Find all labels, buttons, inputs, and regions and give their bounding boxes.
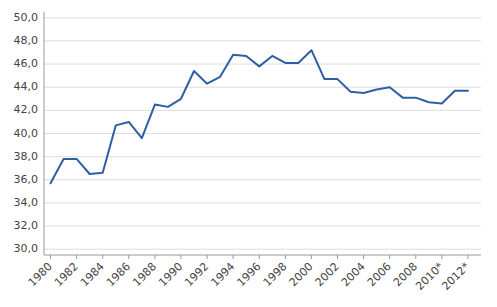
x-tick bbox=[441, 255, 442, 259]
y-tick-label: 42,0 bbox=[14, 103, 39, 116]
x-tick-label: 2004 bbox=[339, 260, 368, 289]
x-tick bbox=[467, 255, 468, 259]
x-tick bbox=[285, 255, 286, 259]
y-tick-label: 34,0 bbox=[14, 196, 39, 209]
x-tick-label: 2012* bbox=[439, 260, 472, 293]
x-tick bbox=[389, 255, 390, 259]
x-tick bbox=[233, 255, 234, 259]
x-tick bbox=[76, 255, 77, 259]
x-tick-label: 1992 bbox=[182, 260, 211, 289]
y-grid-line bbox=[44, 133, 481, 134]
x-tick bbox=[337, 255, 338, 259]
x-tick-label: 1980 bbox=[26, 260, 55, 289]
y-grid-line bbox=[44, 17, 481, 18]
y-tick-label: 46,0 bbox=[14, 57, 39, 70]
x-tick-label: 2010* bbox=[413, 260, 446, 293]
x-tick-label: 1996 bbox=[234, 260, 263, 289]
y-grid-line bbox=[44, 87, 481, 88]
data-line bbox=[51, 50, 468, 183]
x-tick bbox=[259, 255, 260, 259]
y-tick-label: 36,0 bbox=[14, 173, 39, 186]
x-tick-label: 1994 bbox=[208, 260, 237, 289]
x-tick bbox=[154, 255, 155, 259]
x-tick-label: 2006 bbox=[365, 260, 394, 289]
x-tick-label: 1990 bbox=[156, 260, 185, 289]
y-tick-label: 32,0 bbox=[14, 219, 39, 232]
x-tick-label: 1982 bbox=[52, 260, 81, 289]
y-axis: 30,0 32,0 34,0 36,0 38,0 40,0 42,0 44,0 46,0 48,0… bbox=[14, 11, 482, 255]
y-grid-line bbox=[44, 226, 481, 227]
x-tick bbox=[128, 255, 129, 259]
x-tick-label: 1998 bbox=[261, 260, 290, 289]
y-tick-label: 44,0 bbox=[14, 80, 39, 93]
y-grid-line bbox=[44, 156, 481, 157]
chart: 30,0 32,0 34,0 36,0 38,0 40,0 42,0 44,0 46,0 48,0… bbox=[0, 0, 497, 307]
y-grid-line bbox=[44, 110, 481, 111]
x-tick bbox=[207, 255, 208, 259]
x-tick-label: 1984 bbox=[78, 260, 107, 289]
y-grid-line bbox=[44, 202, 481, 203]
x-tick-label: 2000 bbox=[287, 260, 316, 289]
x-tick-label: 1986 bbox=[104, 260, 133, 289]
plot-area bbox=[51, 50, 468, 183]
y-tick-label: 38,0 bbox=[14, 150, 39, 163]
y-axis-line bbox=[44, 12, 45, 255]
x-tick-label: 1988 bbox=[130, 260, 159, 289]
y-tick-label: 30,0 bbox=[14, 242, 39, 255]
y-tick-label: 50,0 bbox=[14, 11, 39, 24]
y-grid-line bbox=[44, 40, 481, 41]
y-grid-line bbox=[44, 179, 481, 180]
x-tick bbox=[180, 255, 181, 259]
x-tick bbox=[311, 255, 312, 259]
y-grid-line bbox=[44, 249, 481, 250]
x-axis: 1980198219841986198819901992199419961998… bbox=[26, 255, 481, 293]
x-tick bbox=[363, 255, 364, 259]
x-tick-label: 2002 bbox=[313, 260, 342, 289]
y-tick-label: 40,0 bbox=[14, 127, 39, 140]
y-tick-label: 48,0 bbox=[14, 34, 39, 47]
x-tick bbox=[102, 255, 103, 259]
x-tick bbox=[415, 255, 416, 259]
x-tick bbox=[50, 255, 51, 259]
